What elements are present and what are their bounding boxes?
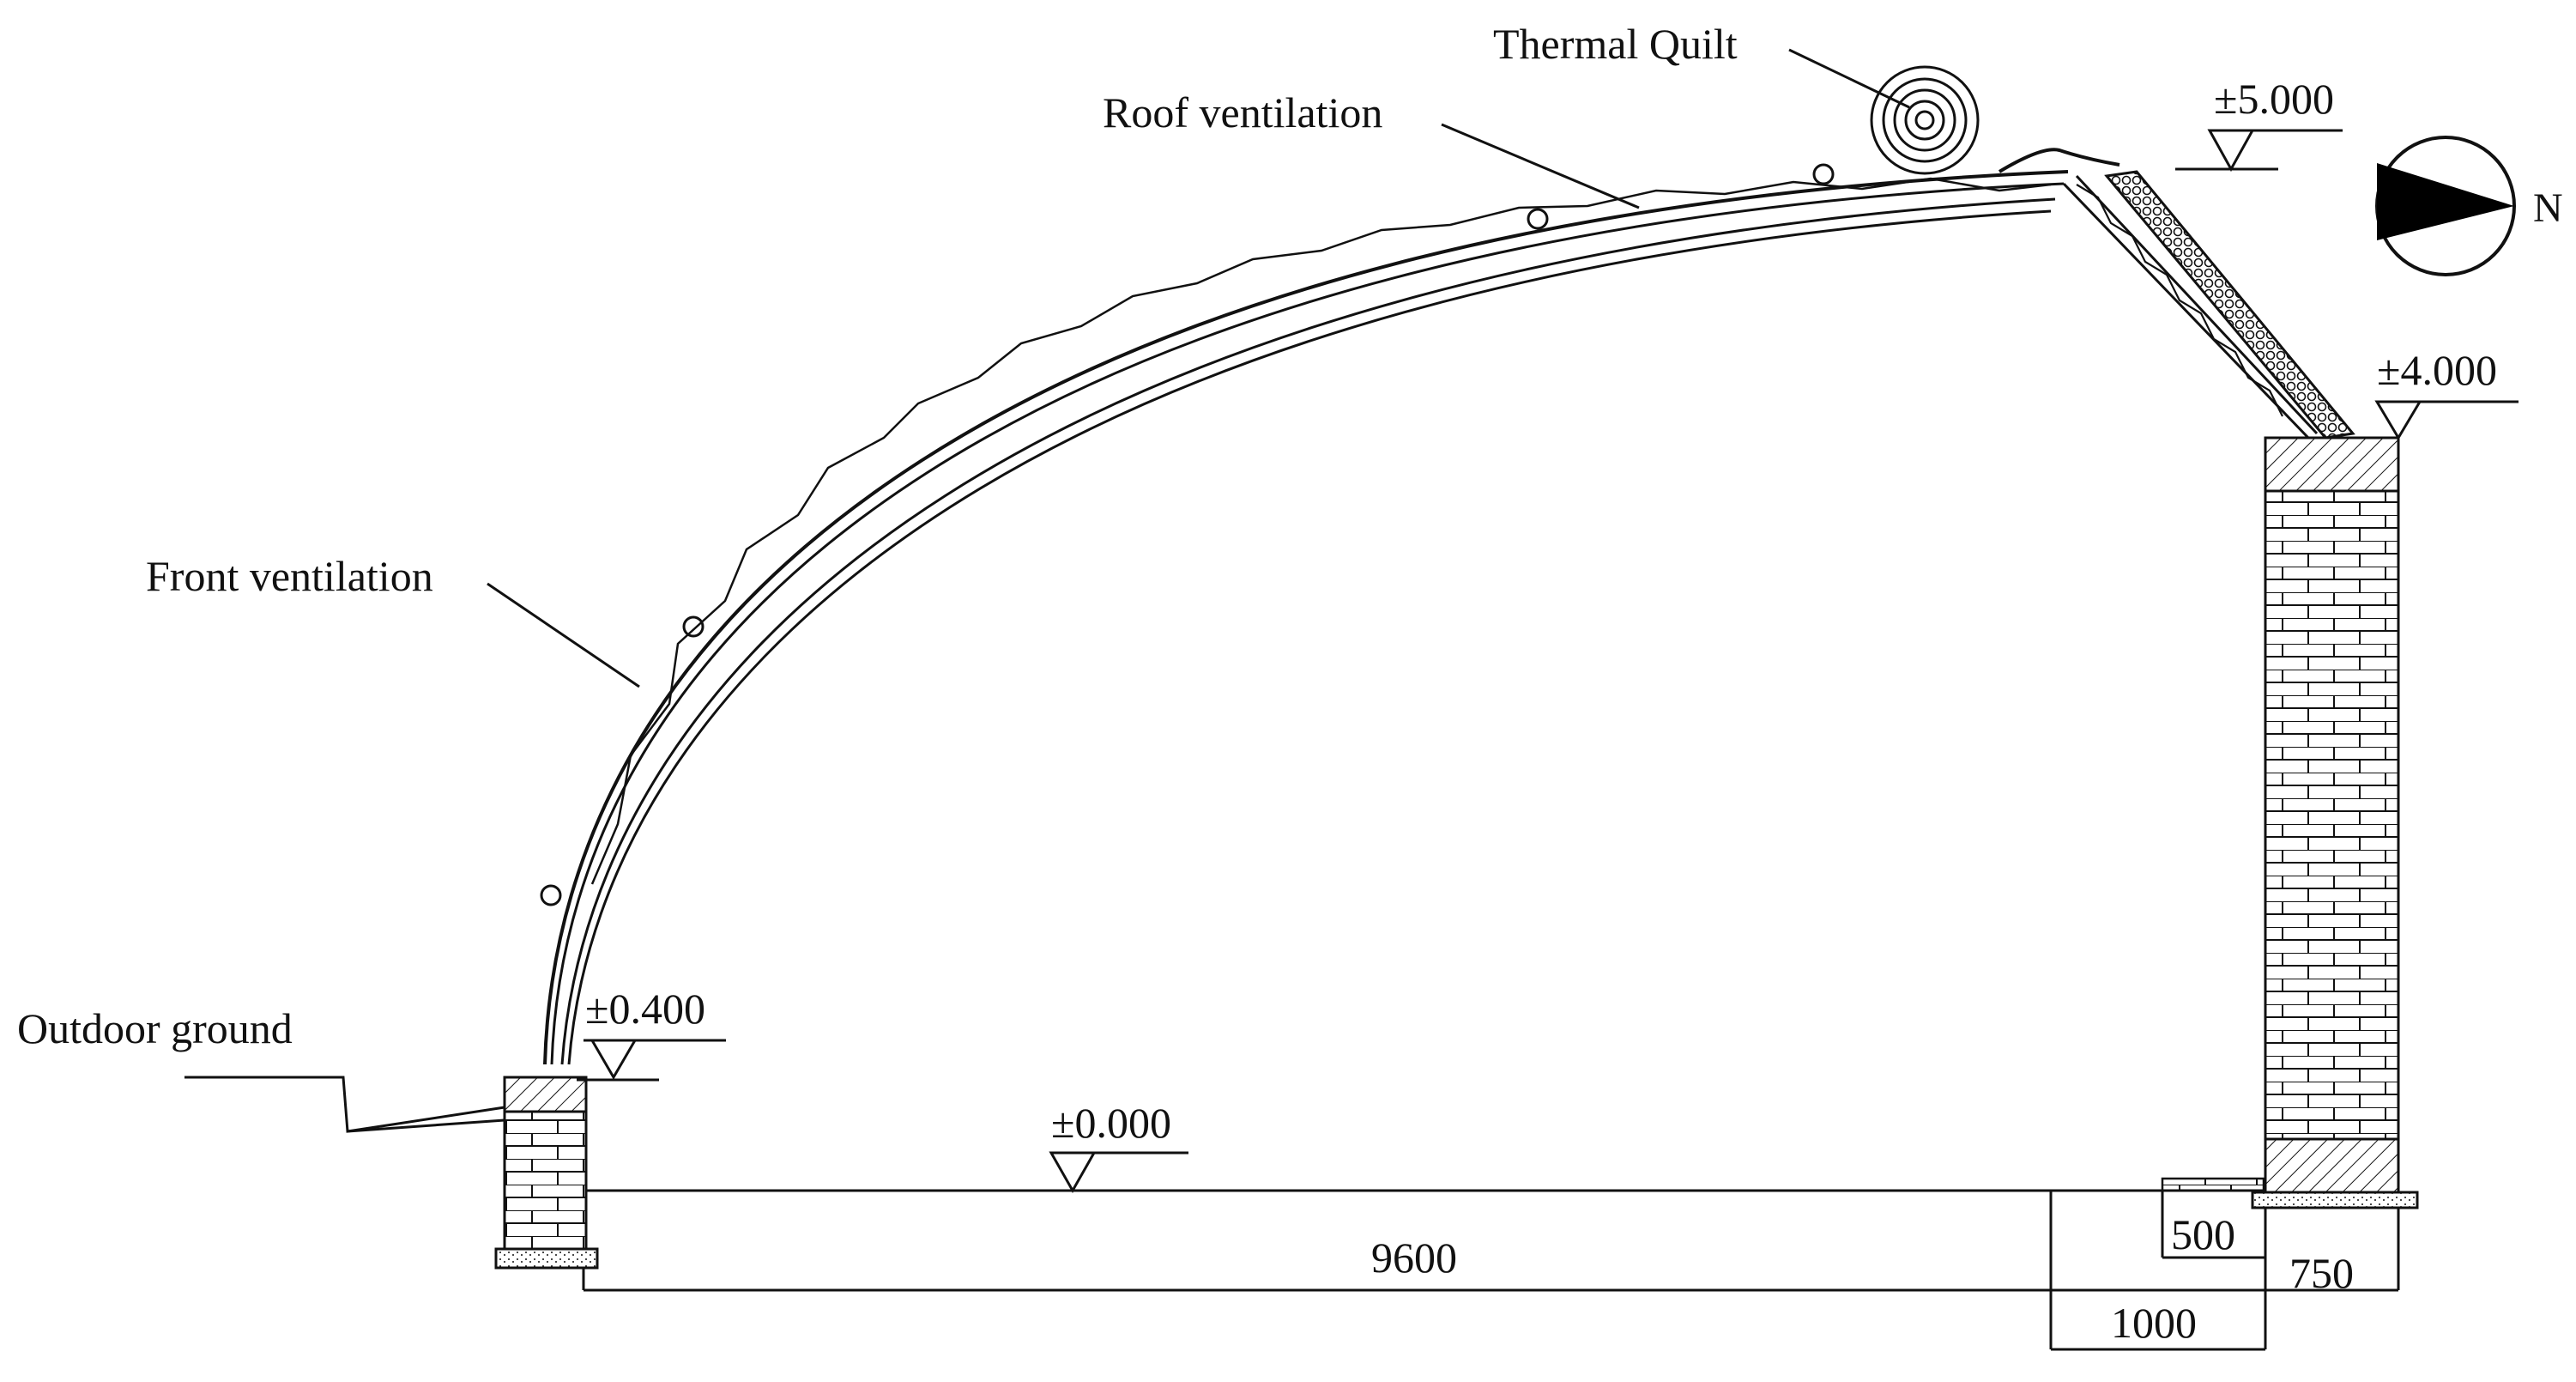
dimension-offset: 1000: [2111, 1299, 2197, 1347]
floor-and-dimensions: [582, 1189, 2400, 1351]
north-wall: [2161, 436, 2419, 1209]
roof-arch: [543, 170, 2069, 1065]
label-north: N: [2533, 185, 2563, 231]
label-roof-ventilation: Roof ventilation: [1103, 88, 1382, 136]
dimension-wall-base: 500: [2171, 1210, 2235, 1258]
north-slope-roof: [1998, 148, 2355, 439]
dimension-span: 9600: [1371, 1233, 1457, 1282]
leader-lines: [184, 48, 1910, 1133]
elevation-marker-wall-top: [2374, 400, 2519, 440]
front-wall: [494, 1076, 599, 1270]
elevation-front-wall-text: ±0.400: [585, 985, 705, 1033]
elevation-top-text: ±5.000: [2214, 75, 2334, 123]
elevation-marker-floor: [1049, 1151, 1188, 1194]
label-thermal-quilt: Thermal Quilt: [1493, 20, 1738, 68]
label-front-ventilation: Front ventilation: [146, 552, 433, 600]
slope-truss-web: [2076, 184, 2283, 417]
elevation-marker-top: [2175, 129, 2343, 173]
compass-north-arrow: [2375, 136, 2516, 276]
elevation-marker-front-wall: [577, 1039, 726, 1082]
truss-web: [590, 177, 2052, 885]
elevation-wall-top-text: ±4.000: [2377, 346, 2497, 394]
elevation-floor-text: ±0.000: [1051, 1099, 1171, 1147]
roof-fixing-points: [540, 163, 1835, 906]
compass-needle: [2377, 163, 2514, 240]
thermal-quilt-roll: [1870, 65, 1980, 175]
dimension-wall-width: 750: [2289, 1249, 2354, 1297]
label-outdoor-ground: Outdoor ground: [17, 1004, 293, 1052]
